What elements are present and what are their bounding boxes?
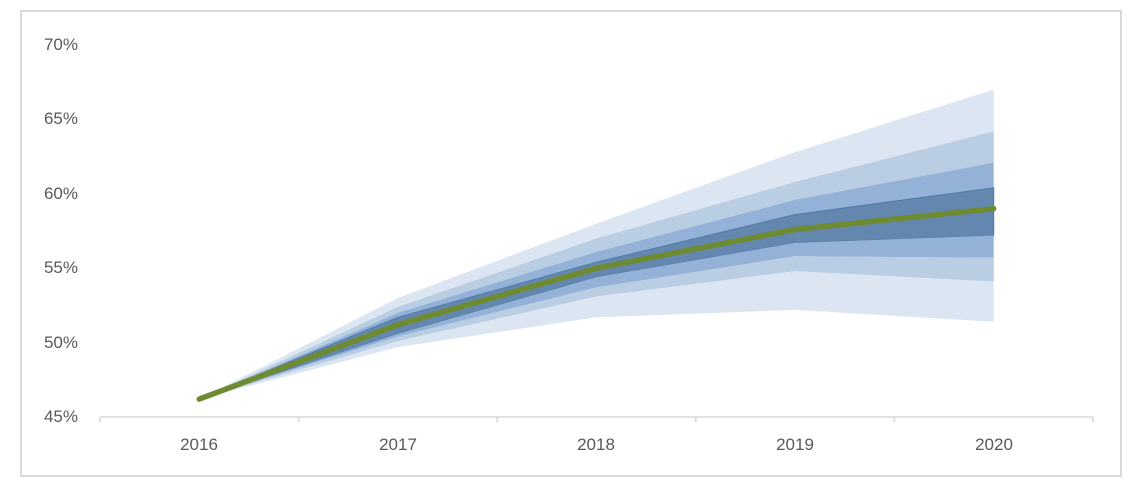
- fan-band-lower-mid: [199, 256, 994, 400]
- y-tick-label: 65%: [43, 109, 78, 128]
- y-tick-label: 50%: [43, 333, 78, 352]
- fan-band-upper-mid: [199, 131, 994, 400]
- x-tick-label: 2020: [975, 435, 1013, 454]
- y-tick-label: 45%: [43, 407, 78, 426]
- x-tick-label: 2017: [379, 435, 417, 454]
- x-tick-label: 2019: [776, 435, 814, 454]
- fan-band-upper-outer: [199, 89, 994, 400]
- x-tick-label: 2018: [577, 435, 615, 454]
- x-tick-label: 2016: [180, 435, 218, 454]
- fan-band-lower-inner: [199, 235, 994, 400]
- y-tick-label: 70%: [43, 35, 78, 54]
- fan-band-lower-outer: [199, 271, 994, 400]
- central-estimate-line: [196, 205, 997, 402]
- fan-band-central: [199, 187, 995, 400]
- y-tick-label: 60%: [43, 184, 78, 203]
- fan-band-upper-inner: [199, 162, 994, 400]
- y-tick-label: 55%: [43, 258, 78, 277]
